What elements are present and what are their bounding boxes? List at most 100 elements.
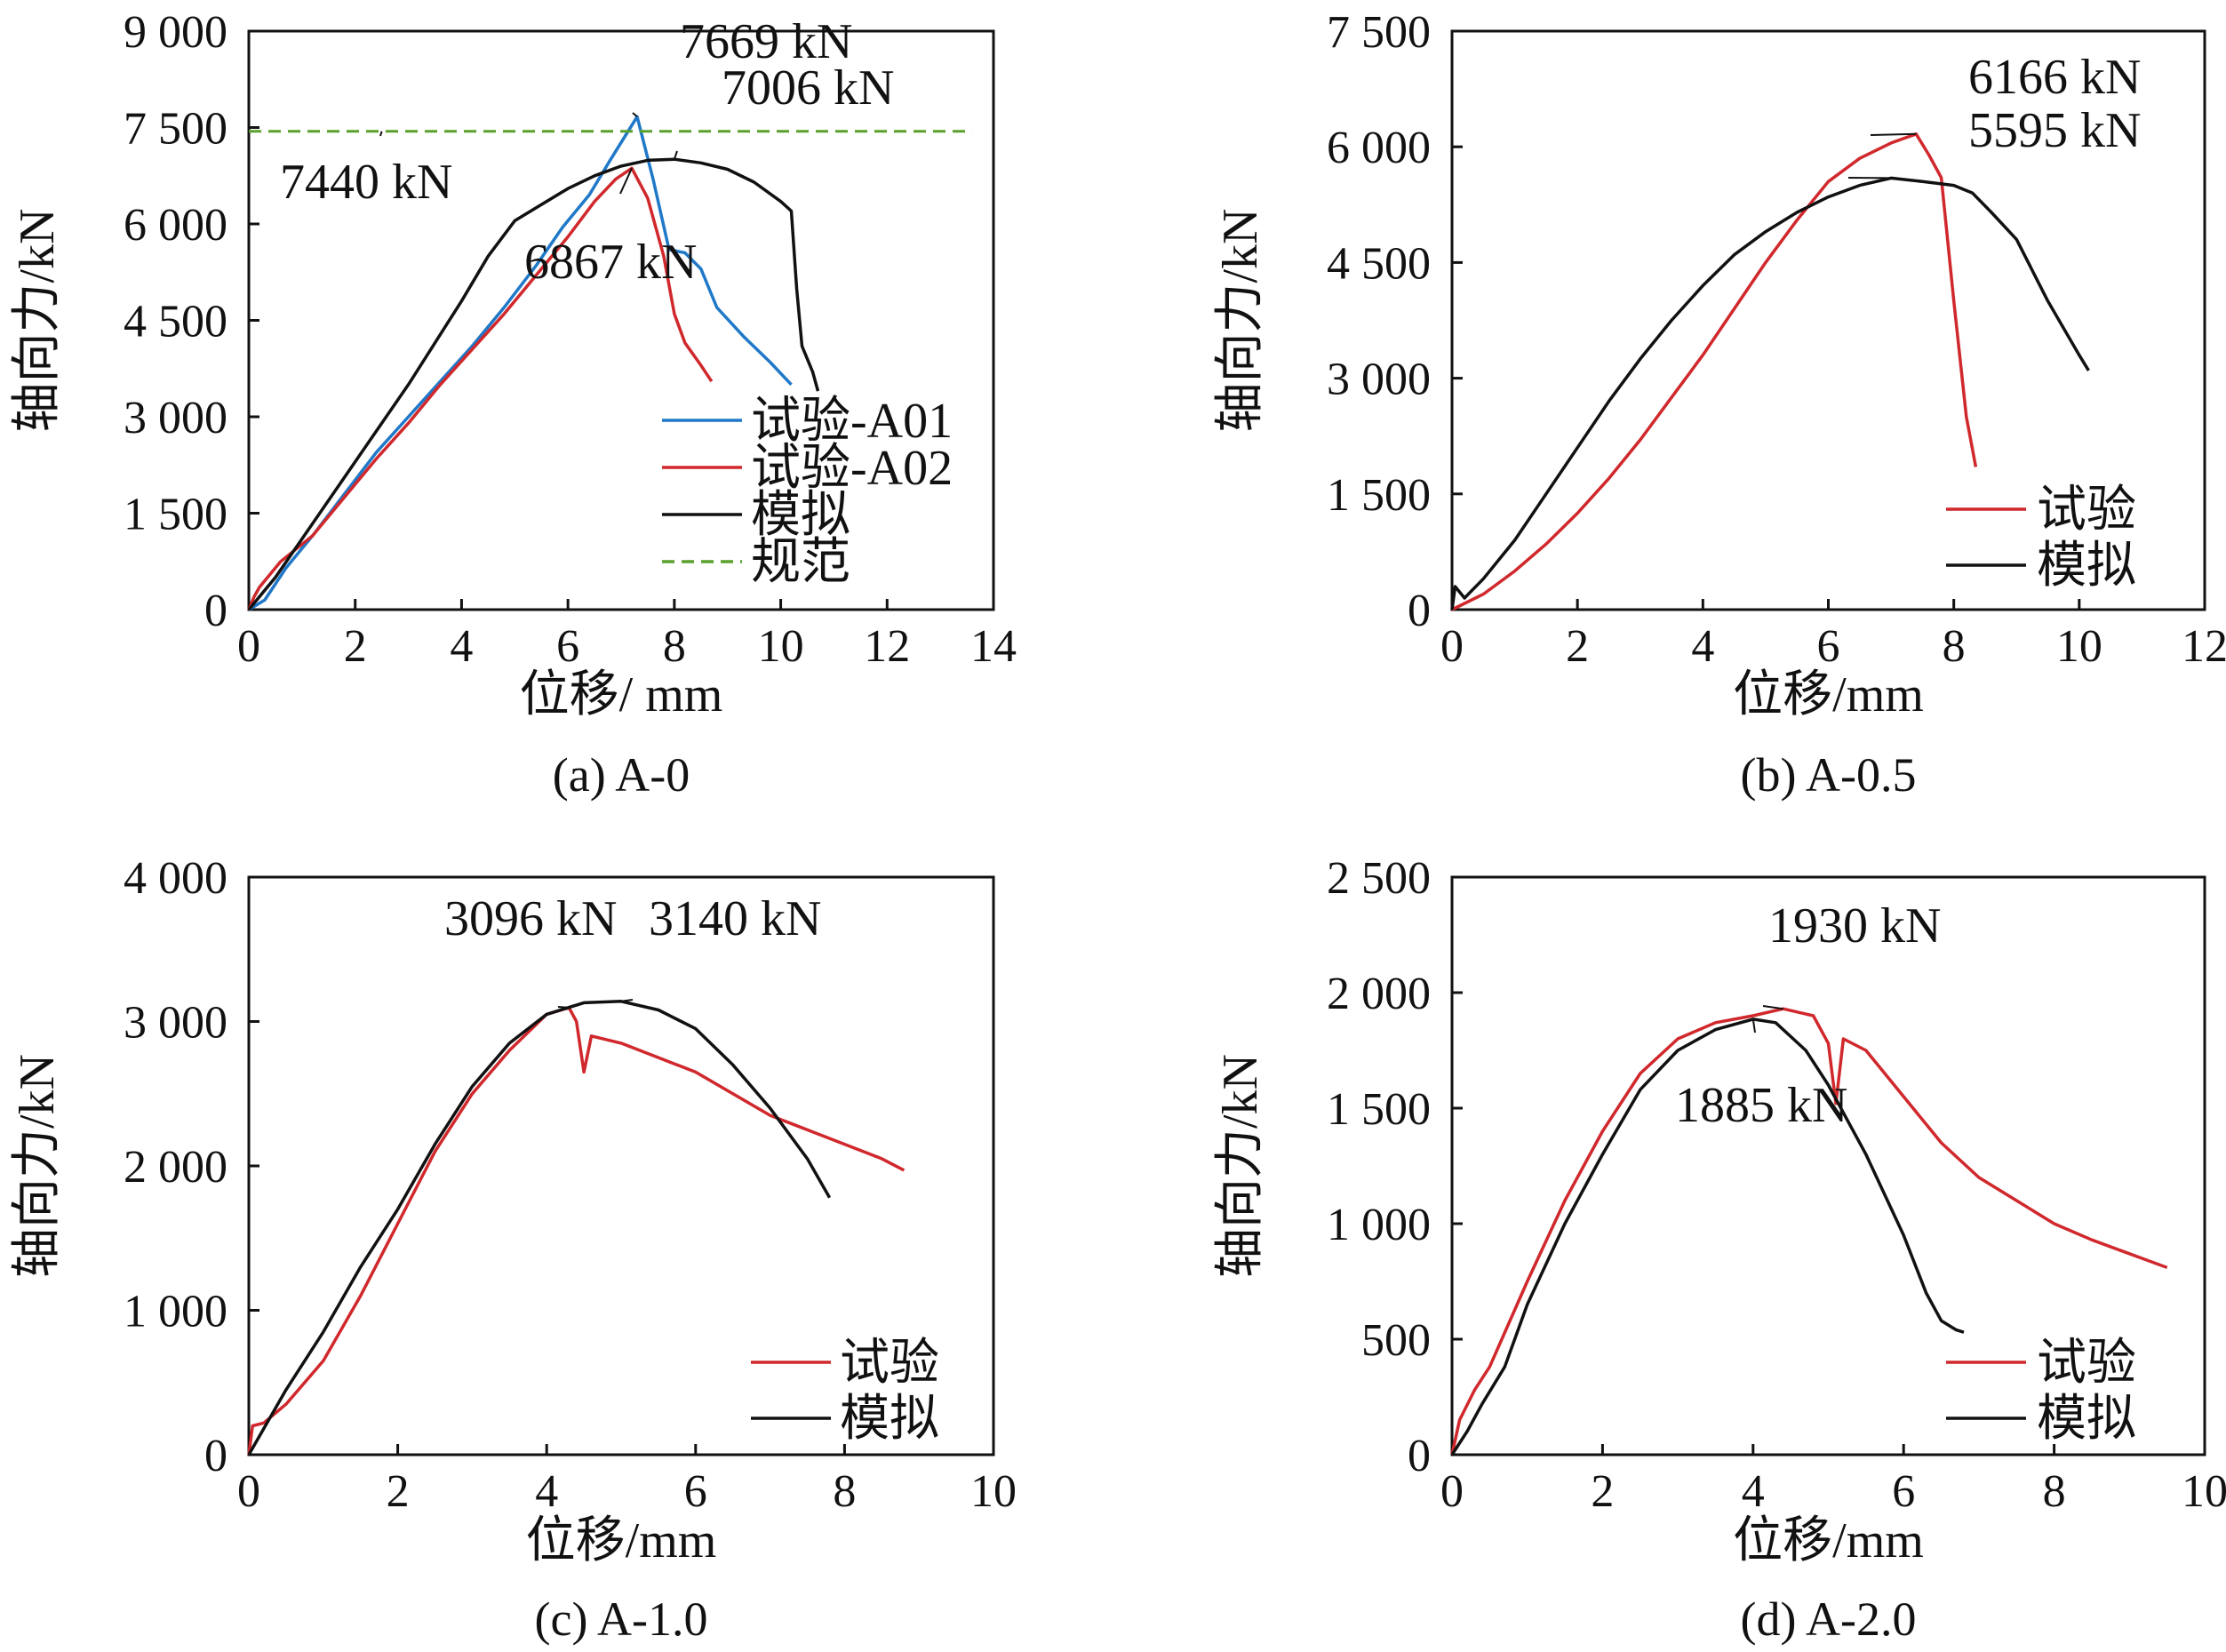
panel-a: 0 2 4 6 8 10 12 14 0 1 500 3 000 4 500 6 000 7 500 9 0… bbox=[10, 7, 1017, 802]
annotation-label: 3140 kN bbox=[649, 891, 821, 946]
y-axis-title: 轴向力/kN bbox=[10, 1054, 65, 1278]
y-tick-label: 1 000 bbox=[1327, 1200, 1431, 1250]
annotation-label: 6166 kN bbox=[1968, 50, 2141, 105]
annotation-label: 1885 kN bbox=[1675, 1078, 1847, 1133]
legend-label: 试验-A02 bbox=[751, 441, 953, 496]
x-tick-label: 10 bbox=[970, 1466, 1017, 1517]
plot-frame bbox=[1450, 875, 2206, 1456]
x-tick-label: 0 bbox=[1440, 1466, 1464, 1517]
x-tick-label: 12 bbox=[2182, 621, 2226, 672]
x-tick-label: 2 bbox=[1566, 621, 1589, 672]
legend-label: 试验 bbox=[2037, 1336, 2136, 1391]
x-tick-label: 10 bbox=[758, 621, 804, 672]
annotation-label: 3096 kN bbox=[444, 891, 617, 946]
x-tick-label: 8 bbox=[833, 1466, 856, 1517]
series-line-2 bbox=[1450, 1018, 1965, 1456]
panel-caption: (a) A-0 bbox=[553, 748, 690, 802]
y-tick-label: 4 000 bbox=[124, 853, 227, 904]
y-tick-label: 2 500 bbox=[1327, 853, 1431, 904]
annotation-leader bbox=[673, 150, 678, 160]
y-tick-label: 7 500 bbox=[1327, 7, 1431, 58]
legend-label: 试验-A01 bbox=[751, 394, 953, 449]
legend-label: 模拟 bbox=[2037, 539, 2136, 594]
annotation-label: 1930 kN bbox=[1768, 898, 1941, 954]
annotation-leader bbox=[379, 131, 383, 137]
x-tick-label: 0 bbox=[237, 621, 260, 672]
plot-frame bbox=[247, 29, 995, 611]
annotation-label: 7006 kN bbox=[722, 60, 894, 116]
y-tick-label: 1 000 bbox=[124, 1287, 227, 1337]
annotation-leader bbox=[1751, 1018, 1756, 1033]
annotation-label: 6867 kN bbox=[524, 235, 697, 290]
annotation-leader bbox=[620, 999, 634, 1002]
x-tick-label: 4 bbox=[450, 621, 473, 672]
series-line-2 bbox=[1450, 176, 2090, 611]
x-tick-label: 8 bbox=[1943, 621, 1966, 672]
series-line-1 bbox=[1450, 1007, 2168, 1456]
panel-b: 0 2 4 6 8 10 12 0 1 500 3 000 4 500 6 000 7 500 位移/mm… bbox=[1213, 7, 2226, 802]
y-tick-label: 6 000 bbox=[1327, 123, 1431, 173]
y-tick-label: 1 500 bbox=[1327, 1084, 1431, 1135]
annotation-leader bbox=[632, 112, 638, 118]
panel-d: 0 2 4 6 8 10 0 500 1 000 1 500 2 000 2 500 位移/mm 轴向力/… bbox=[1213, 853, 2226, 1646]
x-tick-label: 2 bbox=[1591, 1466, 1614, 1517]
panel-caption: (c) A-1.0 bbox=[535, 1592, 708, 1646]
y-tick-label: 3 000 bbox=[124, 393, 227, 443]
y-axis-title: 轴向力/kN bbox=[10, 209, 65, 433]
annotation-label: 7669 kN bbox=[680, 14, 852, 69]
x-tick-label: 6 bbox=[1817, 621, 1840, 672]
x-axis-title: 位移/ mm bbox=[520, 667, 723, 722]
legend-label: 试验 bbox=[840, 1336, 939, 1391]
x-tick-label: 6 bbox=[1892, 1466, 1915, 1517]
panel-c: 0 2 4 6 8 10 0 1 000 2 000 3 000 4 000 位移/mm 轴向力/kN (… bbox=[10, 853, 1017, 1646]
y-tick-label: 1 500 bbox=[1327, 470, 1431, 521]
y-tick-label: 3 000 bbox=[124, 998, 227, 1049]
series-line-3 bbox=[247, 157, 820, 611]
annotation-label: 5595 kN bbox=[1968, 103, 2141, 158]
legend-label: 模拟 bbox=[840, 1392, 939, 1447]
x-tick-label: 0 bbox=[1440, 621, 1464, 672]
series-line-1 bbox=[247, 1006, 906, 1456]
x-tick-label: 6 bbox=[556, 621, 579, 672]
x-tick-label: 8 bbox=[663, 621, 686, 672]
y-tick-label: 4 500 bbox=[1327, 238, 1431, 289]
y-axis-title: 轴向力/kN bbox=[1213, 209, 1268, 433]
x-tick-label: 14 bbox=[970, 621, 1017, 672]
y-axis-title: 轴向力/kN bbox=[1213, 1054, 1268, 1278]
legend-label: 规范 bbox=[751, 535, 850, 590]
panel-caption: (d) A-2.0 bbox=[1741, 1592, 1917, 1646]
y-tick-label: 2 000 bbox=[124, 1142, 227, 1193]
y-tick-label: 9 000 bbox=[124, 7, 227, 58]
annotation-leader bbox=[557, 1006, 570, 1009]
y-tick-label: 7 500 bbox=[124, 104, 227, 155]
x-tick-label: 0 bbox=[237, 1466, 260, 1517]
annotation-leader bbox=[1870, 132, 1917, 136]
y-tick-label: 6 000 bbox=[124, 200, 227, 251]
x-tick-label: 4 bbox=[535, 1466, 558, 1517]
x-tick-label: 4 bbox=[1742, 1466, 1765, 1517]
y-tick-label: 1 500 bbox=[124, 490, 227, 540]
series-line-2 bbox=[247, 1000, 832, 1456]
series-line-1 bbox=[248, 115, 793, 611]
x-axis-title: 位移/mm bbox=[526, 1513, 717, 1568]
y-tick-label: 0 bbox=[204, 1431, 227, 1481]
y-tick-label: 3 000 bbox=[1327, 355, 1431, 405]
y-tick-label: 0 bbox=[1408, 1431, 1431, 1481]
annotation-label: 7440 kN bbox=[280, 155, 452, 210]
x-tick-label: 2 bbox=[344, 621, 367, 672]
annotation-leader bbox=[1762, 1005, 1783, 1010]
y-tick-label: 4 500 bbox=[124, 297, 227, 347]
y-tick-label: 500 bbox=[1361, 1315, 1431, 1366]
x-axis-title: 位移/mm bbox=[1733, 1513, 1924, 1568]
legend-label: 模拟 bbox=[2037, 1392, 2136, 1447]
x-axis-title: 位移/mm bbox=[1733, 667, 1924, 722]
x-tick-label: 10 bbox=[2056, 621, 2102, 672]
x-tick-label: 10 bbox=[2182, 1466, 2226, 1517]
x-tick-label: 8 bbox=[2043, 1466, 2066, 1517]
series-line-1 bbox=[1451, 132, 1978, 611]
annotation-leader bbox=[619, 167, 633, 195]
x-tick-label: 6 bbox=[684, 1466, 707, 1517]
panel-caption: (b) A-0.5 bbox=[1741, 748, 1917, 802]
y-tick-label: 2 000 bbox=[1327, 969, 1431, 1019]
